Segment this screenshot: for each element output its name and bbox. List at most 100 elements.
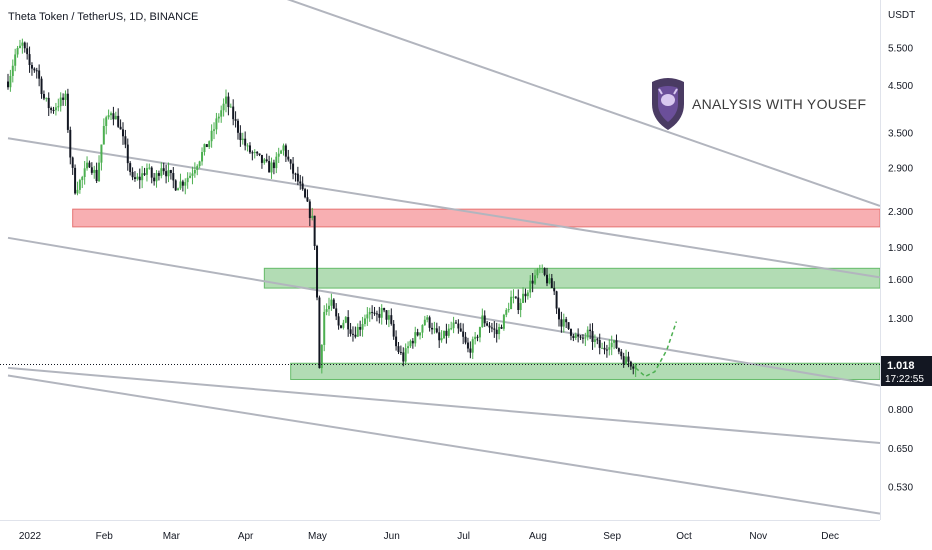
time-tick-label: Jul bbox=[457, 531, 470, 542]
candle bbox=[603, 341, 606, 355]
candle bbox=[181, 179, 184, 192]
candle bbox=[124, 129, 127, 149]
candle bbox=[622, 352, 625, 368]
candle bbox=[308, 199, 311, 227]
candle-body bbox=[419, 332, 422, 336]
candle bbox=[476, 334, 479, 342]
candle-body bbox=[469, 348, 472, 353]
candle bbox=[402, 347, 405, 367]
candle bbox=[208, 140, 211, 150]
candle bbox=[193, 162, 196, 178]
candle bbox=[452, 316, 455, 334]
candle bbox=[474, 332, 477, 345]
watermark: ANALYSIS WITH YOUSEF bbox=[652, 78, 866, 130]
candle-body bbox=[47, 97, 50, 109]
candle-body bbox=[371, 311, 374, 313]
candle-body bbox=[14, 54, 17, 66]
candle-body bbox=[155, 173, 158, 182]
candle-body bbox=[349, 329, 352, 334]
candle-body bbox=[23, 42, 26, 49]
candle-body bbox=[481, 315, 484, 328]
candle-body bbox=[366, 314, 369, 319]
candle-body bbox=[157, 173, 160, 176]
candle bbox=[126, 138, 129, 171]
resistance-zone-0 bbox=[72, 208, 881, 228]
candle-body bbox=[505, 309, 508, 315]
candle-body bbox=[632, 366, 635, 369]
candle-body bbox=[409, 340, 412, 347]
candle bbox=[404, 343, 407, 365]
candle-body bbox=[531, 280, 534, 284]
candle bbox=[268, 155, 271, 173]
candle bbox=[184, 178, 187, 195]
candles-layer bbox=[7, 38, 637, 377]
candle-body bbox=[217, 116, 220, 119]
candle-body bbox=[634, 364, 637, 369]
candle bbox=[339, 324, 342, 329]
candle bbox=[64, 90, 67, 107]
candle bbox=[569, 328, 572, 341]
candle-body bbox=[239, 132, 242, 141]
candle bbox=[220, 105, 223, 123]
price-tick-label: 4.500 bbox=[888, 81, 913, 92]
candle bbox=[52, 106, 55, 114]
candle-body bbox=[191, 173, 194, 176]
candle bbox=[409, 339, 412, 348]
time-axis[interactable]: 2022 Feb Mar Apr May Jun Jul Aug Sep Oct Nov Dec bbox=[0, 520, 880, 543]
candle-body bbox=[462, 331, 465, 337]
time-tick-label: Nov bbox=[749, 531, 767, 542]
candle-body bbox=[251, 152, 254, 154]
candle-body bbox=[397, 346, 400, 352]
candle bbox=[469, 341, 472, 359]
candle-body bbox=[107, 115, 110, 118]
candle bbox=[447, 324, 450, 338]
candle bbox=[289, 159, 292, 170]
candle bbox=[280, 149, 283, 155]
candle bbox=[145, 163, 148, 182]
candle-body bbox=[579, 336, 582, 338]
candle bbox=[579, 335, 582, 340]
candle bbox=[512, 289, 515, 304]
candle bbox=[428, 315, 431, 332]
candle-body bbox=[519, 302, 522, 311]
candle-body bbox=[593, 339, 596, 342]
candle-body bbox=[189, 175, 192, 178]
candle-body bbox=[64, 93, 67, 100]
candle bbox=[136, 173, 139, 181]
candle bbox=[107, 109, 110, 120]
candle-body bbox=[201, 152, 204, 162]
candle bbox=[581, 334, 584, 344]
candle bbox=[541, 264, 544, 274]
candle-body bbox=[301, 183, 304, 190]
candle-body bbox=[174, 180, 177, 191]
candle bbox=[105, 115, 108, 135]
candle-body bbox=[339, 325, 342, 328]
candle bbox=[320, 344, 323, 374]
candle bbox=[423, 315, 426, 326]
candle-body bbox=[596, 339, 599, 341]
currency-label: USDT bbox=[888, 10, 915, 21]
candle bbox=[445, 323, 448, 344]
candle bbox=[102, 118, 105, 145]
candle bbox=[493, 321, 496, 338]
price-tick-label: 1.300 bbox=[888, 314, 913, 325]
price-ticks: 5.500 4.500 3.500 2.900 2.300 1.900 1.600 1.300… bbox=[888, 44, 913, 494]
candle-body bbox=[35, 70, 38, 72]
candle bbox=[98, 155, 101, 183]
candle-body bbox=[18, 45, 21, 48]
candle bbox=[81, 175, 84, 189]
candle-body bbox=[304, 189, 307, 198]
candle bbox=[292, 157, 295, 180]
candle bbox=[225, 89, 227, 113]
candle bbox=[536, 267, 539, 279]
price-axis[interactable]: USDT 5.500 4.500 3.500 2.900 2.300 1.900 1.600… bbox=[880, 0, 932, 520]
candle-body bbox=[172, 173, 175, 181]
candle bbox=[567, 322, 570, 330]
candle-body bbox=[287, 156, 290, 160]
candle bbox=[323, 305, 326, 352]
candle bbox=[38, 64, 41, 87]
candle-body bbox=[603, 347, 606, 350]
candle-body bbox=[557, 308, 560, 320]
candle-body bbox=[28, 54, 31, 66]
